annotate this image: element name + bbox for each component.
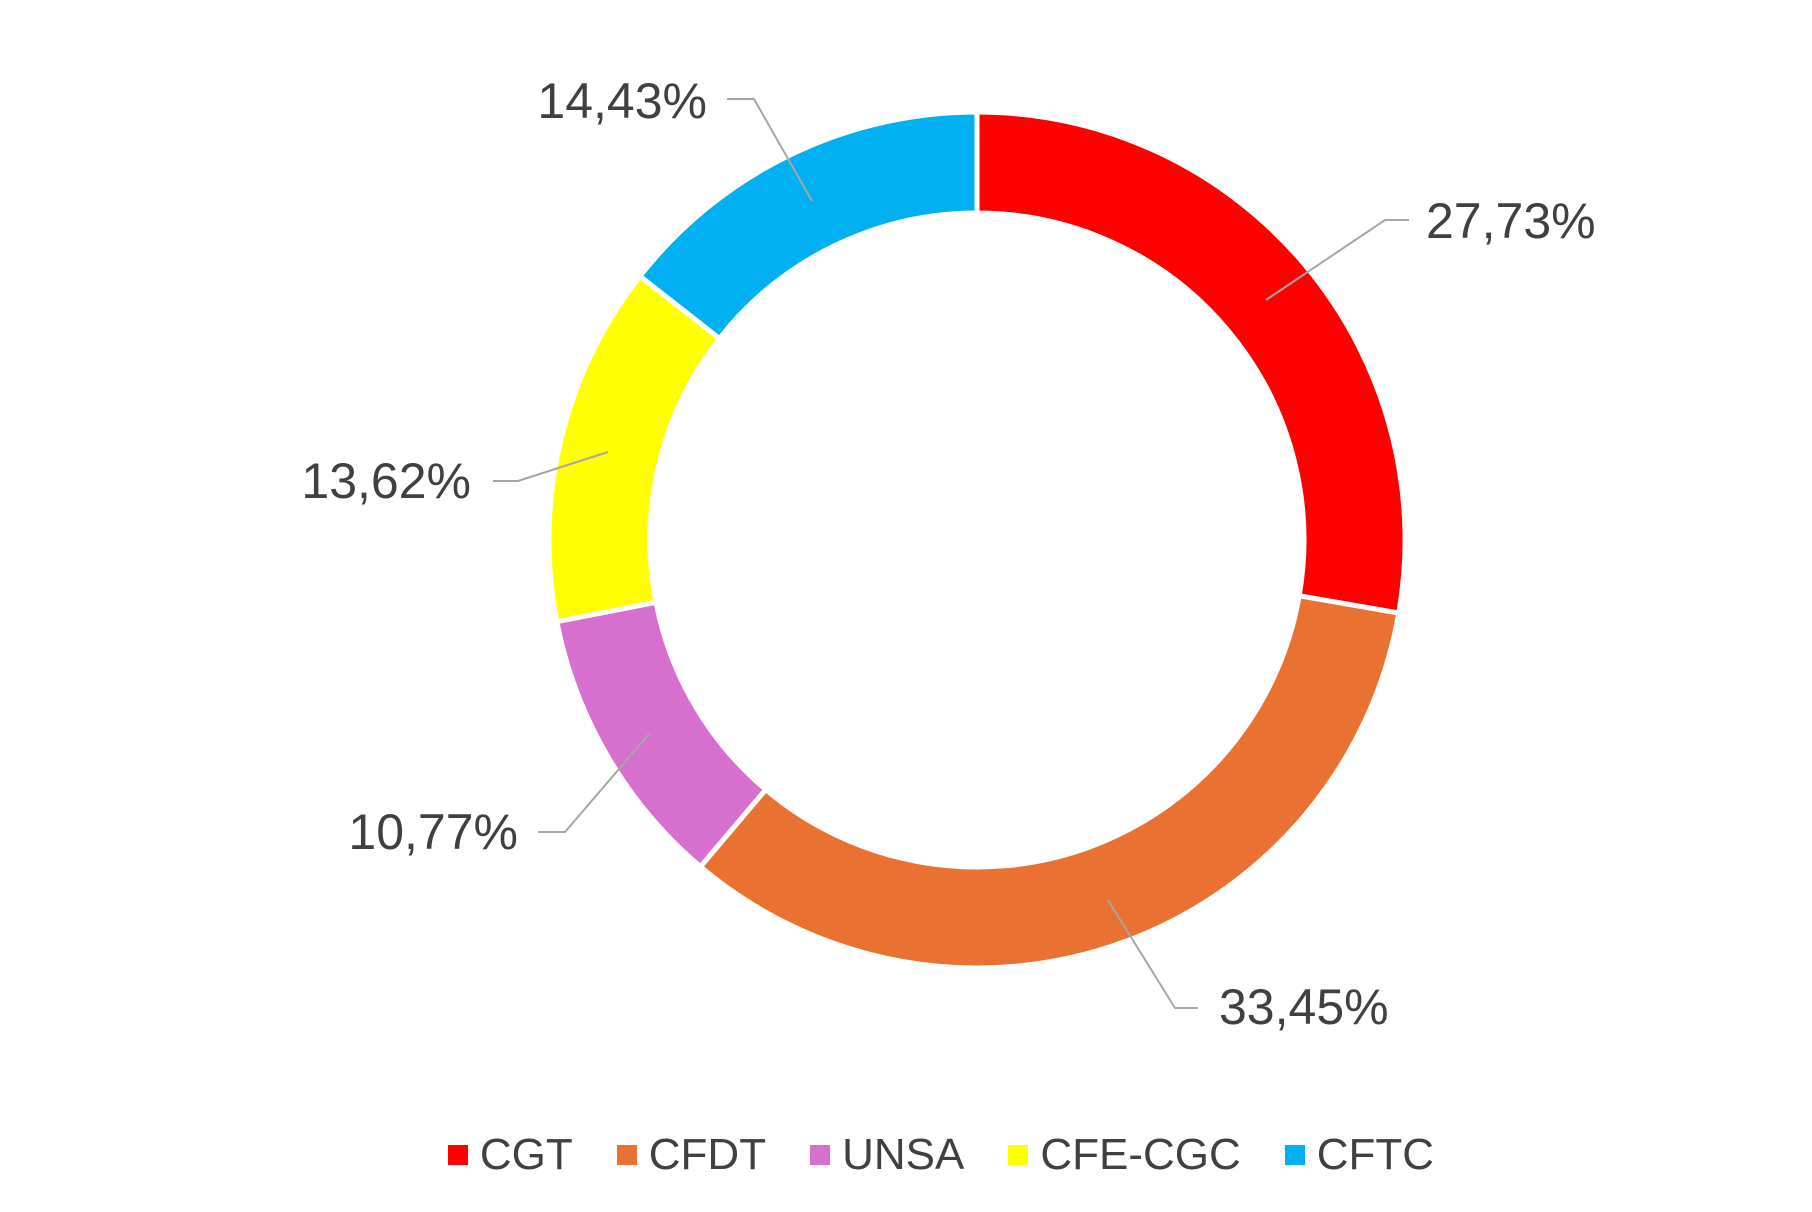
- legend-swatch: [616, 1145, 637, 1165]
- legend-item-cfdt: CFDT: [616, 1130, 767, 1180]
- slice-cgt: [974, 109, 1408, 616]
- slice-unsa: [553, 599, 770, 871]
- legend-swatch: [1008, 1145, 1029, 1165]
- legend-label: UNSA: [842, 1130, 965, 1179]
- data-label-cfe-cgc: 13,62%: [301, 453, 471, 509]
- slice-cfdt: [696, 592, 1402, 971]
- legend-label: CGT: [479, 1130, 573, 1179]
- legend-item-cfe-cgc: CFE-CGC: [1008, 1130, 1241, 1180]
- legend-label: CFE-CGC: [1040, 1130, 1241, 1179]
- leader-line-cftc: [727, 98, 813, 202]
- leader-line-unsa: [538, 733, 650, 833]
- data-label-cgt: 27,73%: [1426, 193, 1596, 249]
- legend-item-cftc: CFTC: [1284, 1130, 1435, 1180]
- leader-line-cfe-cgc: [493, 451, 609, 482]
- legend-swatch: [810, 1145, 831, 1165]
- legend-label: CFTC: [1316, 1130, 1435, 1179]
- legend: CGT CFDT UNSA CFE-CGC CFTC: [0, 1130, 1812, 1180]
- leader-line-cgt: [1265, 219, 1409, 301]
- legend-label: CFDT: [648, 1130, 767, 1179]
- leader-line-cfdt: [1107, 899, 1198, 1009]
- legend-item-cgt: CGT: [447, 1130, 573, 1180]
- slice-cftc: [636, 109, 980, 342]
- legend-swatch: [1284, 1145, 1305, 1165]
- data-label-cfdt: 33,45%: [1219, 979, 1389, 1035]
- data-label-unsa: 10,77%: [348, 804, 518, 860]
- data-label-cftc: 14,43%: [537, 73, 707, 129]
- slice-cfe-cgc: [546, 272, 724, 625]
- legend-swatch: [447, 1145, 468, 1165]
- legend-item-unsa: UNSA: [810, 1130, 964, 1180]
